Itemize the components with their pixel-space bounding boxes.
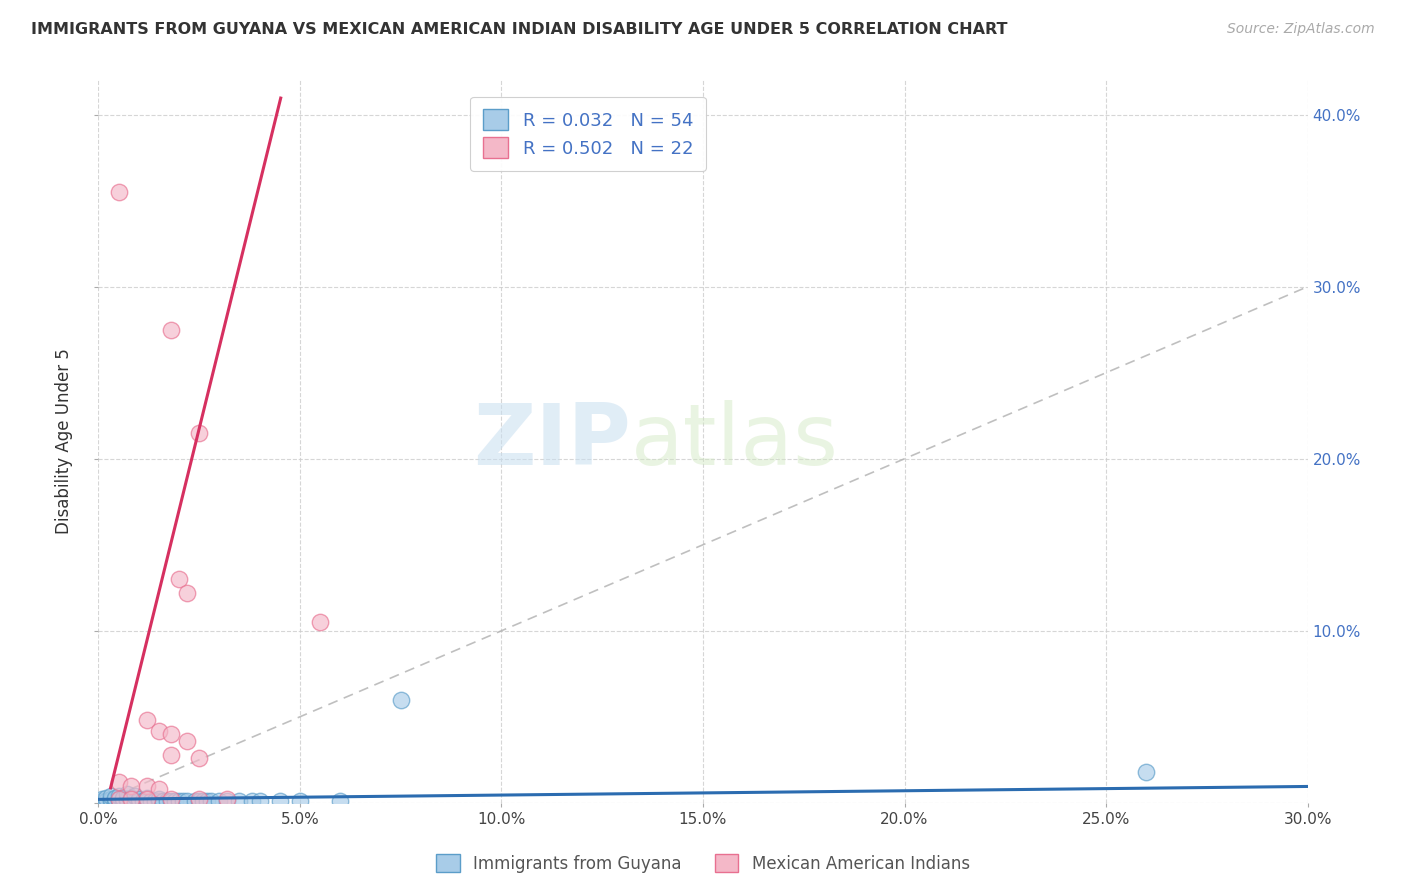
Point	[135, 792, 157, 806]
Point	[208, 794, 231, 808]
Point	[128, 792, 150, 806]
Point	[115, 794, 138, 808]
Point	[188, 751, 211, 765]
Text: atlas: atlas	[630, 400, 838, 483]
Point	[152, 794, 174, 808]
Point	[135, 713, 157, 727]
Point	[103, 790, 125, 805]
Point	[111, 792, 134, 806]
Point	[111, 794, 134, 808]
Text: Source: ZipAtlas.com: Source: ZipAtlas.com	[1227, 22, 1375, 37]
Point	[240, 794, 263, 808]
Legend: R = 0.032   N = 54, R = 0.502   N = 22: R = 0.032 N = 54, R = 0.502 N = 22	[470, 96, 706, 170]
Point	[107, 792, 129, 806]
Point	[217, 792, 239, 806]
Point	[124, 789, 146, 803]
Point	[120, 792, 142, 806]
Point	[103, 792, 125, 806]
Y-axis label: Disability Age Under 5: Disability Age Under 5	[55, 349, 73, 534]
Point	[148, 723, 170, 738]
Point	[172, 794, 194, 808]
Point	[1135, 764, 1157, 779]
Point	[163, 794, 186, 808]
Point	[96, 790, 118, 805]
Point	[148, 782, 170, 797]
Point	[167, 794, 190, 808]
Point	[184, 794, 207, 808]
Text: ZIP: ZIP	[472, 400, 630, 483]
Point	[195, 794, 218, 808]
Point	[193, 794, 215, 808]
Point	[176, 586, 198, 600]
Point	[160, 727, 183, 741]
Point	[124, 794, 146, 808]
Point	[143, 794, 166, 808]
Point	[188, 425, 211, 440]
Point	[115, 787, 138, 801]
Legend: Immigrants from Guyana, Mexican American Indians: Immigrants from Guyana, Mexican American…	[430, 847, 976, 880]
Point	[139, 794, 162, 808]
Point	[107, 775, 129, 789]
Point	[132, 794, 155, 808]
Point	[249, 794, 271, 808]
Point	[91, 794, 114, 808]
Point	[176, 734, 198, 748]
Point	[135, 779, 157, 793]
Point	[200, 794, 222, 808]
Point	[228, 794, 250, 808]
Point	[100, 792, 122, 806]
Point	[188, 794, 211, 808]
Point	[176, 794, 198, 808]
Point	[107, 792, 129, 806]
Point	[217, 794, 239, 808]
Point	[188, 792, 211, 806]
Point	[96, 794, 118, 808]
Point	[309, 615, 332, 630]
Point	[148, 792, 170, 806]
Point	[100, 789, 122, 803]
Point	[167, 572, 190, 586]
Point	[128, 794, 150, 808]
Point	[100, 794, 122, 808]
Point	[160, 794, 183, 808]
Point	[120, 779, 142, 793]
Point	[135, 794, 157, 808]
Point	[160, 747, 183, 762]
Point	[107, 789, 129, 803]
Point	[389, 692, 412, 706]
Point	[135, 790, 157, 805]
Point	[111, 790, 134, 805]
Point	[120, 790, 142, 805]
Point	[107, 185, 129, 199]
Point	[103, 794, 125, 808]
Point	[120, 794, 142, 808]
Text: IMMIGRANTS FROM GUYANA VS MEXICAN AMERICAN INDIAN DISABILITY AGE UNDER 5 CORRELA: IMMIGRANTS FROM GUYANA VS MEXICAN AMERIC…	[31, 22, 1008, 37]
Point	[160, 323, 183, 337]
Point	[156, 794, 179, 808]
Point	[115, 792, 138, 806]
Point	[148, 794, 170, 808]
Point	[160, 792, 183, 806]
Point	[269, 794, 291, 808]
Point	[329, 794, 352, 808]
Point	[288, 794, 311, 808]
Point	[107, 794, 129, 808]
Point	[91, 792, 114, 806]
